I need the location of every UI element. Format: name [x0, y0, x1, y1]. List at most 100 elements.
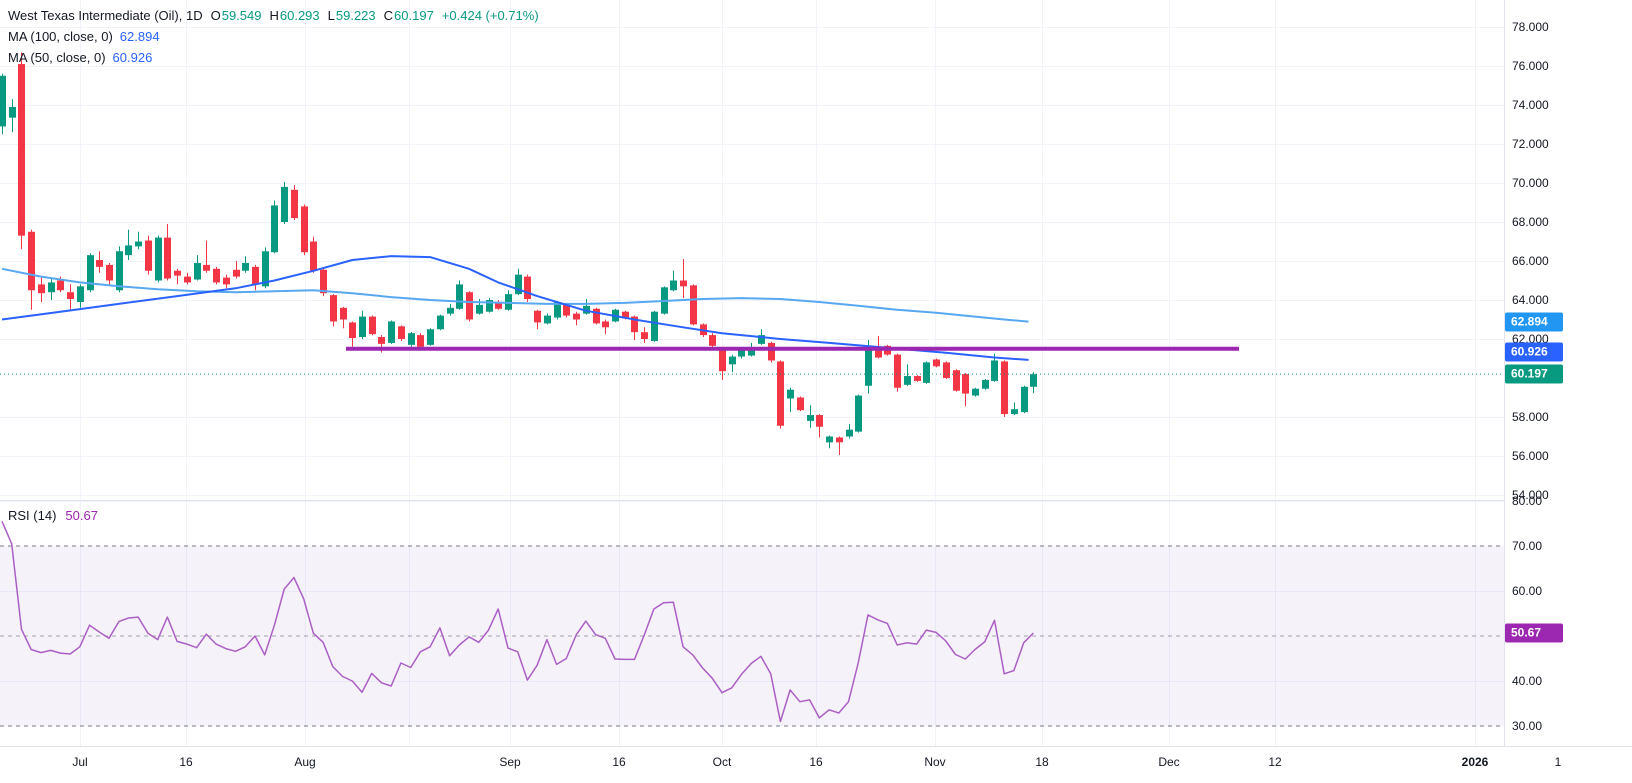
candle-body-up[interactable]: [1030, 374, 1037, 387]
candle-body-down[interactable]: [330, 295, 337, 322]
candle-body-up[interactable]: [0, 75, 6, 127]
candle-body-up[interactable]: [9, 106, 16, 118]
candle-body-down[interactable]: [768, 342, 775, 361]
candle-body-up[interactable]: [991, 360, 998, 381]
candle-body-down[interactable]: [57, 280, 64, 291]
candle-body-up[interactable]: [486, 300, 493, 312]
candle-body-down[interactable]: [310, 241, 317, 271]
candle-body-up[interactable]: [447, 307, 454, 314]
candle-body-up[interactable]: [748, 349, 755, 356]
candle-body-down[interactable]: [563, 303, 570, 316]
candle-body-down[interactable]: [174, 270, 181, 276]
candle-body-down[interactable]: [223, 277, 230, 285]
candle-body-down[interactable]: [369, 316, 376, 335]
candle-body-up[interactable]: [670, 280, 677, 291]
candle-body-down[interactable]: [894, 354, 901, 388]
candle-body-down[interactable]: [797, 397, 804, 411]
candle-body-down[interactable]: [641, 332, 648, 339]
candle-body-up[interactable]: [1011, 409, 1018, 415]
candle-body-up[interactable]: [77, 286, 84, 302]
candle-body-down[interactable]: [836, 437, 843, 443]
candle-body-down[interactable]: [96, 260, 103, 267]
candle-body-down[interactable]: [962, 374, 969, 394]
candle-body-down[interactable]: [417, 335, 424, 347]
candle-body-down[interactable]: [534, 310, 541, 323]
candle-body-up[interactable]: [807, 415, 814, 421]
candle-body-down[interactable]: [184, 276, 191, 283]
candle-body-up[interactable]: [982, 379, 989, 389]
candle-body-up[interactable]: [904, 376, 911, 385]
candle-body-down[interactable]: [943, 362, 950, 378]
candle-body-down[interactable]: [233, 269, 240, 277]
candle-body-down[interactable]: [349, 322, 356, 339]
candle-body-up[interactable]: [738, 348, 745, 357]
candle-body-down[interactable]: [631, 316, 638, 333]
candle-body-down[interactable]: [164, 237, 171, 279]
candle-body-down[interactable]: [680, 280, 687, 287]
candle-body-down[interactable]: [320, 269, 327, 294]
ma100-line[interactable]: [1, 267, 1029, 323]
candle-body-up[interactable]: [155, 237, 162, 281]
candle-body-down[interactable]: [252, 266, 259, 285]
candle-body-up[interactable]: [923, 362, 930, 383]
time-axis[interactable]: [0, 747, 1632, 783]
candle-body-up[interactable]: [271, 205, 278, 253]
candle-body-down[interactable]: [709, 335, 716, 346]
candle-body-up[interactable]: [242, 262, 249, 271]
candle-body-up[interactable]: [758, 335, 765, 344]
ma50-legend-row[interactable]: MA (50, close, 0) 60.926: [8, 47, 539, 68]
candle-body-down[interactable]: [301, 206, 308, 253]
candle-body-down[interactable]: [593, 308, 600, 324]
candle-body-up[interactable]: [865, 345, 872, 386]
candle-body-down[interactable]: [816, 415, 823, 427]
candle-body-down[interactable]: [1001, 361, 1008, 415]
candle-body-up[interactable]: [125, 245, 132, 256]
candle-body-up[interactable]: [427, 329, 434, 345]
candle-body-up[interactable]: [388, 321, 395, 343]
price-and-rsi-series[interactable]: [0, 0, 1504, 746]
candle-body-up[interactable]: [651, 311, 658, 341]
candle-body-down[interactable]: [67, 292, 74, 300]
candle-body-down[interactable]: [398, 326, 405, 339]
candle-body-down[interactable]: [875, 349, 882, 358]
candle-body-up[interactable]: [262, 251, 269, 287]
rsi-line[interactable]: [1, 521, 1034, 723]
candle-body-down[interactable]: [719, 349, 726, 372]
candle-body-down[interactable]: [28, 231, 35, 291]
candle-body-up[interactable]: [729, 356, 736, 365]
candle-body-down[interactable]: [690, 285, 697, 325]
candle-body-down[interactable]: [573, 313, 580, 320]
candle-body-up[interactable]: [194, 262, 201, 280]
candle-body-up[interactable]: [826, 436, 833, 443]
candle-body-up[interactable]: [456, 284, 463, 309]
candle-body-down[interactable]: [378, 337, 385, 344]
candle-body-up[interactable]: [359, 316, 366, 338]
candle-body-up[interactable]: [281, 186, 288, 222]
candle-body-up[interactable]: [554, 301, 561, 318]
rsi-legend-row[interactable]: RSI (14) 50.67: [8, 505, 98, 526]
candle-body-up[interactable]: [583, 305, 590, 314]
candle-body-down[interactable]: [622, 311, 629, 319]
candle-body-down[interactable]: [213, 268, 220, 283]
candle-body-up[interactable]: [972, 388, 979, 396]
candle-body-down[interactable]: [602, 321, 609, 328]
candle-body-up[interactable]: [544, 315, 551, 324]
candle-body-up[interactable]: [116, 251, 123, 291]
candle-body-down[interactable]: [777, 361, 784, 426]
candle-body-down[interactable]: [914, 376, 921, 381]
candle-body-up[interactable]: [135, 241, 142, 247]
ma50-line[interactable]: [1, 255, 1029, 361]
candle-body-down[interactable]: [106, 264, 113, 281]
candle-body-up[interactable]: [48, 282, 55, 293]
candle-body-down[interactable]: [524, 276, 531, 300]
candle-body-down[interactable]: [340, 307, 347, 320]
candle-body-down[interactable]: [291, 189, 298, 219]
candle-body-up[interactable]: [855, 395, 862, 432]
symbol-legend-row[interactable]: West Texas Intermediate (Oil), 1D O59.549…: [8, 5, 539, 26]
ma100-legend-row[interactable]: MA (100, close, 0) 62.894: [8, 26, 539, 47]
pane-divider[interactable]: [0, 500, 1632, 501]
candle-body-down[interactable]: [933, 359, 940, 367]
candle-body-down[interactable]: [495, 301, 502, 309]
candle-body-up[interactable]: [1021, 386, 1028, 413]
candle-body-up[interactable]: [437, 315, 444, 330]
